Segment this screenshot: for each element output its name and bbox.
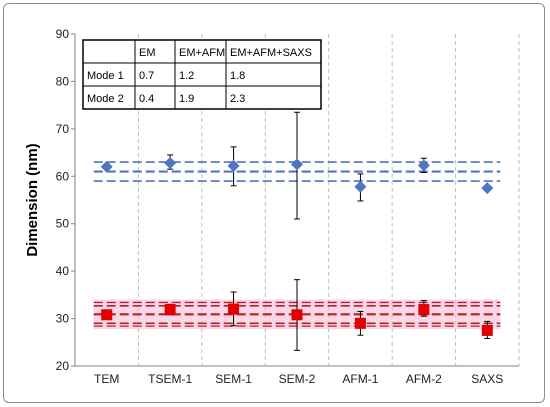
- axes: [74, 34, 519, 367]
- diamond-marker: [164, 157, 177, 170]
- diamond-marker: [354, 180, 367, 193]
- square-marker: [418, 304, 430, 316]
- square-marker: [101, 309, 113, 321]
- diamond-marker: [291, 158, 303, 171]
- diamond-marker: [227, 159, 240, 172]
- square-marker: [228, 303, 240, 315]
- table-header-cell: EM: [139, 47, 156, 59]
- diamond-marker: [100, 160, 113, 173]
- table-cell: 1.9: [179, 93, 194, 105]
- table-box: [82, 39, 322, 110]
- y-tick-label: 20: [56, 359, 70, 373]
- y-tick-label: 30: [56, 312, 70, 326]
- table-header-cell: EM+AFM: [179, 47, 225, 59]
- y-tick-label: 90: [56, 27, 70, 41]
- y-tick-labels: 20 30 40 50 60 70 80 90: [56, 27, 75, 373]
- data-markers: [100, 157, 494, 336]
- y-tick-label: 40: [56, 264, 70, 278]
- diamond-marker: [481, 182, 494, 195]
- table-cell: 0.4: [139, 93, 154, 105]
- table-cell: 0.7: [139, 70, 154, 82]
- square-marker: [481, 324, 493, 336]
- square-marker: [164, 304, 176, 316]
- x-tick-label: SEM-2: [279, 372, 316, 386]
- table-cell: 1.2: [179, 70, 194, 82]
- x-tick-label: TEM: [94, 372, 119, 386]
- square-marker: [291, 309, 303, 321]
- x-tick-label: AFM-1: [342, 372, 378, 386]
- x-tick-label: AFM-2: [406, 372, 442, 386]
- table-cell: Mode 1: [87, 70, 124, 82]
- y-axis-label: Dimension (nm): [24, 143, 41, 256]
- x-tick-label: TSEM-1: [148, 372, 192, 386]
- y-tick-label: 70: [56, 122, 70, 136]
- y-tick-label: 50: [56, 217, 70, 231]
- y-tick-label: 60: [56, 169, 70, 183]
- diamond-marker: [417, 159, 430, 172]
- x-tick-label: SAXS: [471, 372, 503, 386]
- table-cell: 2.3: [230, 93, 245, 105]
- x-tick-label: SEM-1: [215, 372, 252, 386]
- uncertainty-table: EM EM+AFM EM+AFM+SAXS Mode 1 0.7 1.2 1.8 Mode 2…: [82, 39, 322, 110]
- y-tick-label: 80: [56, 74, 70, 88]
- table-cell: Mode 2: [87, 93, 124, 105]
- square-marker: [354, 317, 366, 329]
- table-cell: 1.8: [230, 70, 245, 82]
- x-tick-labels: TEM TSEM-1 SEM-1 SEM-2 AFM-1 AFM-2 SAXS: [94, 372, 503, 386]
- table-header-cell: EM+AFM+SAXS: [230, 47, 312, 59]
